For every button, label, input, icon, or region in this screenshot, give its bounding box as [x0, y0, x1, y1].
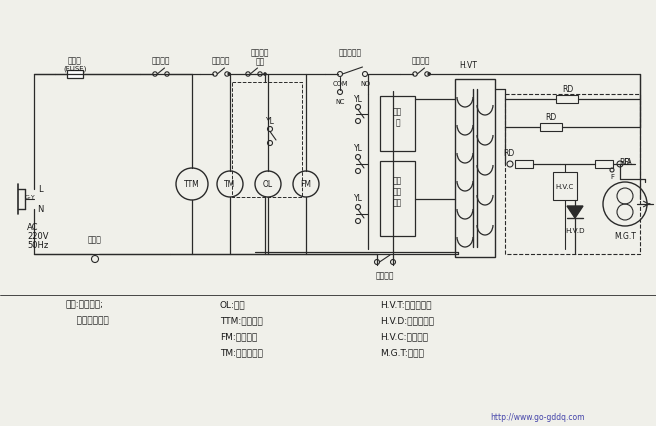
Text: YL: YL	[354, 144, 362, 153]
Bar	[595, 161, 613, 169]
Text: 初级开关: 初级开关	[152, 56, 171, 65]
Text: H.V.D: H.V.D	[565, 227, 584, 233]
Text: 定时开关: 定时开关	[212, 56, 230, 65]
Text: COM: COM	[332, 81, 348, 87]
Text: H.V.C:高压电容: H.V.C:高压电容	[380, 332, 428, 341]
Text: 条件:开门状态;: 条件:开门状态;	[65, 300, 103, 309]
Text: OL:炉灯: OL:炉灯	[220, 300, 245, 309]
Text: 开关: 开关	[255, 58, 264, 66]
Text: OL: OL	[263, 180, 273, 189]
Text: TTM: TTM	[184, 180, 200, 189]
Text: RD: RD	[562, 85, 573, 94]
Text: FA: FA	[624, 158, 632, 167]
Text: M.G.T:磁控管: M.G.T:磁控管	[380, 348, 424, 357]
Text: M.G.T: M.G.T	[614, 232, 636, 241]
Bar	[540, 124, 562, 132]
Text: H.VT: H.VT	[459, 61, 477, 70]
Text: http://www.go-gddq.com: http://www.go-gddq.com	[490, 412, 584, 421]
Text: 烧烤
管: 烧烤 管	[393, 106, 402, 127]
Text: FM: FM	[300, 180, 312, 189]
Text: YL: YL	[266, 116, 274, 125]
Bar	[515, 161, 533, 169]
Bar	[455, 80, 495, 257]
Text: AC: AC	[27, 223, 39, 232]
Text: 烧烤
管限
温器: 烧烤 管限 温器	[393, 176, 402, 207]
Text: YL: YL	[354, 194, 362, 203]
Text: H.V.T:高压变压器: H.V.T:高压变压器	[380, 300, 432, 309]
Text: N: N	[37, 205, 43, 214]
Text: H.V.C: H.V.C	[556, 184, 574, 190]
Bar	[505, 95, 640, 254]
Polygon shape	[567, 207, 583, 219]
Text: RD: RD	[545, 112, 557, 121]
Text: TTM:转盘电机: TTM:转盘电机	[220, 316, 263, 325]
Bar	[232, 83, 302, 198]
Bar	[67, 71, 83, 79]
Text: L: L	[37, 185, 43, 194]
Ellipse shape	[264, 74, 266, 76]
Text: RD: RD	[619, 158, 630, 167]
Text: F: F	[610, 173, 614, 180]
Ellipse shape	[428, 74, 430, 76]
Text: 保险管: 保险管	[68, 56, 82, 65]
Text: (FUSE): (FUSE)	[64, 66, 87, 72]
Bar	[380, 161, 415, 236]
Text: RD: RD	[503, 149, 514, 158]
Text: TM: TM	[224, 180, 236, 189]
Ellipse shape	[228, 74, 230, 76]
Text: TM:定时器电机: TM:定时器电机	[220, 348, 263, 357]
Text: H.V.D:高压二极管: H.V.D:高压二极管	[380, 316, 434, 325]
Text: 选择开关: 选择开关	[412, 56, 430, 65]
Text: 火力控制: 火力控制	[251, 49, 269, 58]
Bar	[553, 173, 577, 201]
Text: 50Hz: 50Hz	[27, 241, 49, 250]
Text: NO: NO	[360, 81, 370, 87]
Text: 220V: 220V	[27, 232, 49, 241]
Text: YL: YL	[354, 94, 362, 103]
Text: 限温器: 限温器	[88, 235, 102, 244]
Bar	[556, 96, 578, 104]
Text: 次级开关: 次级开关	[376, 271, 394, 280]
Text: 门监控开关: 门监控开关	[338, 49, 361, 58]
Text: G·Y: G·Y	[25, 195, 35, 200]
Bar	[380, 97, 415, 152]
Text: NC: NC	[335, 99, 345, 105]
Text: 烹调停止时。: 烹调停止时。	[65, 316, 109, 325]
Text: FM:风扇电机: FM:风扇电机	[220, 332, 257, 341]
